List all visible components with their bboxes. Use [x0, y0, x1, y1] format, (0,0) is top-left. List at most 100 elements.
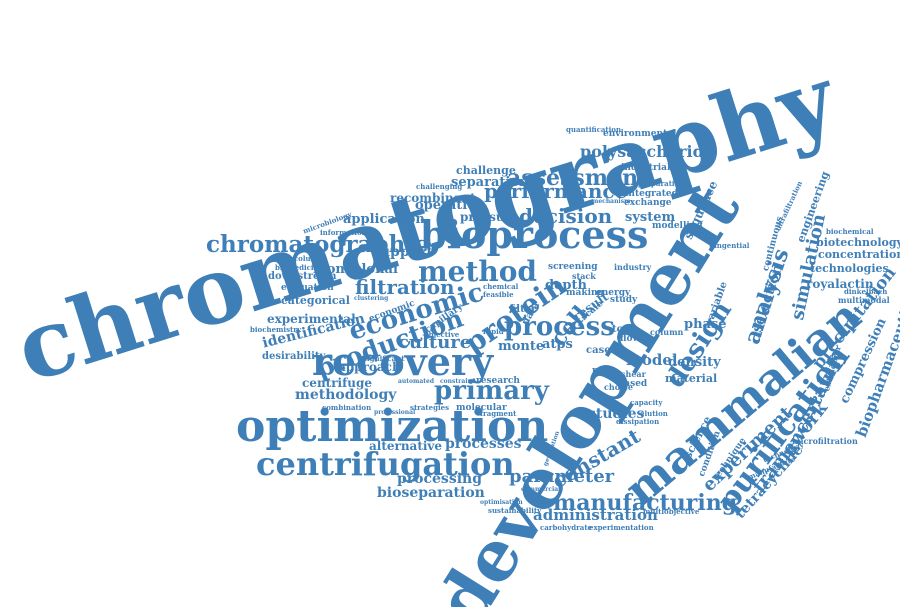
word-integrated: integrated [625, 189, 678, 199]
word-making: making [566, 288, 604, 298]
word-choice: choice [604, 382, 634, 392]
word-significant: significant [363, 354, 405, 363]
word-environmental: environmental [603, 129, 677, 139]
word-filter: filter [509, 304, 537, 315]
word-professional: professional [374, 409, 416, 416]
word-operation: operation [415, 198, 486, 213]
word-sustainability: sustainability [488, 506, 542, 515]
word-flow: flow [620, 334, 641, 344]
word-carbohydrate: carbohydrate [540, 523, 593, 532]
word-evaluation: evaluation [281, 283, 334, 293]
word-feasible: feasible [483, 290, 514, 299]
word-molecular: molecular [456, 403, 507, 413]
word-process: process [504, 312, 615, 342]
word-performance: performance [484, 179, 628, 203]
word-separation: separation [451, 175, 529, 190]
word-experimentation: experimentation [589, 523, 654, 532]
word-rapid: rapid [483, 327, 504, 336]
word-multimodal: multimodal [838, 295, 890, 305]
word-automated: automated [398, 378, 435, 385]
word-royalactin: royalactin [806, 277, 874, 291]
word-based: based [618, 379, 648, 389]
word-challenge: challenge [456, 164, 516, 177]
word-polysaccharide: polysaccharide [580, 142, 714, 161]
word-dissipation: dissipation [616, 417, 660, 426]
word-culture: culture [398, 332, 472, 353]
word-material: material [665, 372, 718, 385]
word-modelling: modelling [652, 221, 703, 231]
word-capacity: capacity [630, 398, 663, 407]
word-technologies: technologies [810, 262, 889, 275]
word-centrifuge: centrifuge [302, 376, 373, 390]
word-shear: shear [621, 369, 646, 379]
word-alternative: alternative [369, 439, 443, 453]
word-parameter: parameter [509, 466, 615, 487]
word-monoclonal: monoclonal [313, 262, 398, 277]
word-bioprocess: bioprocess [420, 212, 649, 257]
word-monte: monte [498, 339, 545, 354]
word-strategies: strategies [410, 403, 450, 412]
word-biochemistry: biochemistry [250, 325, 302, 334]
word-processes: processes [445, 436, 522, 452]
word-industry: industry [614, 262, 652, 272]
word-energy: energy [596, 288, 631, 298]
word-case: case [586, 345, 611, 356]
word-approach: approach [338, 360, 401, 374]
word-studies: studies [588, 406, 645, 422]
word-assessment: assessment [507, 165, 649, 191]
word-categorical: categorical [281, 294, 350, 307]
word-chromatographic: chromatographic [206, 231, 429, 258]
word-constraint: constraint [440, 378, 475, 385]
word-application: application [343, 212, 425, 227]
word-stack: stack [572, 271, 596, 281]
word-desirability: desirability [262, 351, 326, 362]
word-depth: depth [545, 278, 587, 293]
word-model: model [626, 351, 678, 369]
word-combination: combination [322, 403, 372, 412]
word-dinkelbach: dinkelbach [844, 287, 888, 296]
word-density: density [668, 355, 721, 370]
word-system: system [625, 210, 676, 225]
word-exchange: exchange [624, 198, 672, 208]
word-method: method [418, 255, 537, 288]
word-manufacturing: manufacturing [553, 490, 738, 516]
word-experimental: experimental [267, 312, 356, 326]
word-optimisation: optimisation [480, 499, 523, 506]
word-recovery: recovery [312, 339, 494, 384]
word-information: information [320, 228, 367, 237]
word-optimization: optimization [236, 401, 549, 452]
word-challenging: challenging [416, 182, 463, 191]
word-column: column [650, 327, 684, 337]
word-biotechnology: biotechnology [816, 236, 900, 249]
word-decision: decision [519, 204, 613, 228]
word-fragment: fragment [480, 409, 517, 418]
word-study: study [610, 295, 638, 305]
word-filtration: filtration [355, 275, 455, 299]
word-mechanism: mechanism [592, 198, 631, 205]
word-downstream: downstream [268, 271, 337, 282]
word-phase: phase [684, 317, 727, 332]
word-pressure: pressure [460, 210, 519, 224]
word-screening: screening [548, 262, 598, 272]
word-resin: resin [592, 366, 618, 376]
word-robocolumns: robocolumns [276, 254, 328, 263]
word-bioseparation: bioseparation [377, 485, 485, 501]
word-preparative: preparative [638, 179, 684, 188]
word-tool: tool [612, 324, 634, 335]
word-commercial: commercial [521, 486, 561, 493]
word-concentration: concentration [818, 248, 900, 261]
word-clustering: clustering [354, 295, 389, 302]
word-support: support [372, 244, 433, 260]
word-microfiltration: microfiltration [792, 436, 858, 446]
word-objective: objective [424, 330, 460, 339]
word-multiobjective: multiobjective [643, 507, 700, 516]
word-atps: atps [542, 337, 573, 352]
word-tangential: tangential [709, 241, 750, 250]
word-industrial: industrial [621, 163, 671, 173]
word-quantification: quantification [566, 125, 622, 134]
word-processing: processing [397, 471, 482, 487]
word-chemical: chemical [483, 282, 519, 291]
word-research: research [476, 376, 520, 386]
word-administration: administration [533, 506, 658, 524]
